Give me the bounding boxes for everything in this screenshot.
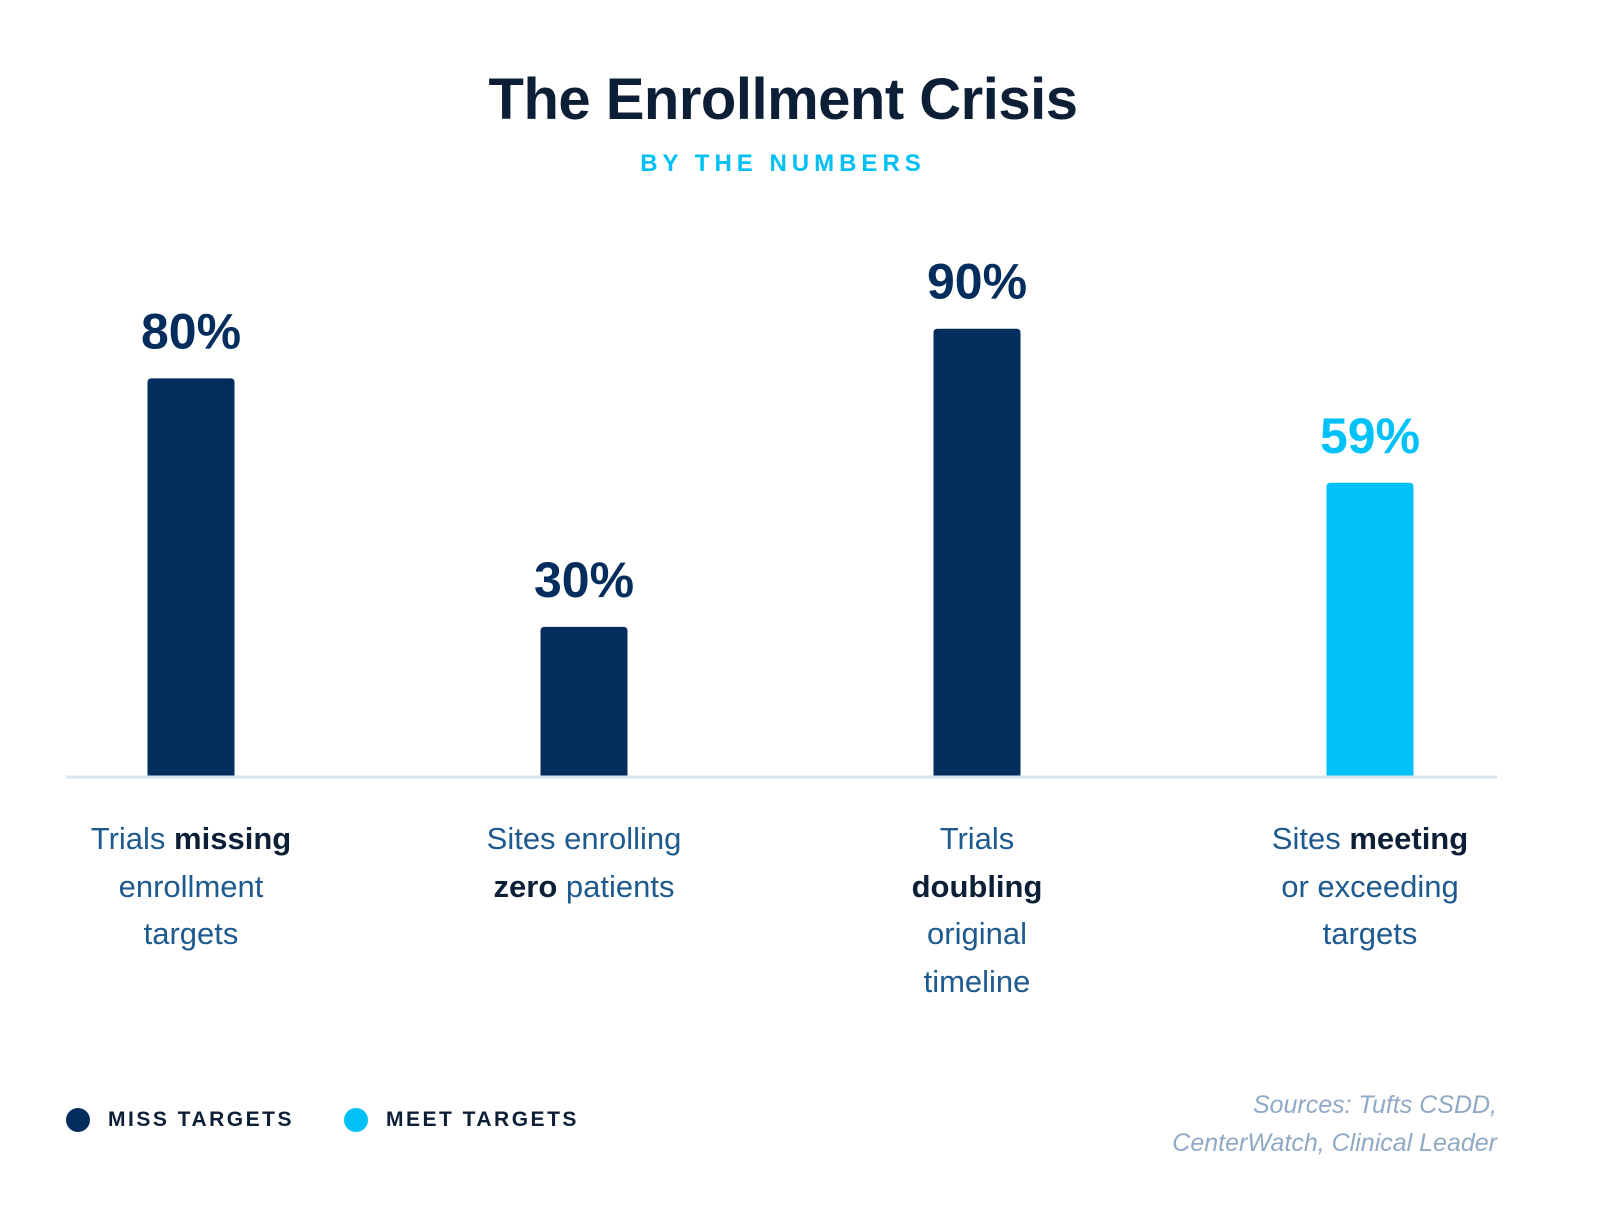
category-text: patients: [557, 868, 675, 904]
chart-subtitle: BY THE NUMBERS: [640, 150, 926, 177]
value-label-3: 90%: [927, 254, 1027, 310]
category-text: targets: [143, 916, 239, 951]
value-label-4: 59%: [1320, 408, 1420, 464]
category-emphasis: missing: [174, 821, 292, 856]
legend-label-meet: MEET TARGETS: [385, 1108, 579, 1131]
legend-dot-meet: [343, 1108, 368, 1132]
category-label-line: original: [807, 910, 1147, 958]
category-label-line: targets: [1200, 910, 1540, 958]
category-label-line: Trials missing: [21, 815, 361, 863]
legend-label-miss: MISS TARGETS: [108, 1108, 294, 1131]
category-label-line: enrollment: [21, 863, 361, 911]
category-text: Trials: [939, 821, 1015, 856]
category-text: Sites enrolling: [486, 821, 682, 856]
category-emphasis: meeting: [1349, 821, 1469, 856]
category-text: original: [927, 916, 1027, 951]
category-label-line: targets: [21, 910, 361, 958]
bar-3: [933, 328, 1021, 776]
category-text: Sites: [1271, 821, 1350, 856]
bar-4: [1326, 482, 1414, 776]
legend-item-meet: MEET TARGETS: [343, 1108, 579, 1132]
category-label-line: Sites enrolling: [414, 815, 754, 863]
category-text: timeline: [923, 963, 1031, 999]
category-label-4: Sites meeting or exceeding targets: [1200, 815, 1540, 958]
value-label-2: 30%: [534, 552, 634, 608]
category-text: targets: [1322, 916, 1418, 951]
category-label-1: Trials missing enrollment targets: [21, 815, 361, 958]
category-text: Trials: [90, 821, 175, 856]
legend: MISS TARGETS MEET TARGETS: [66, 1108, 629, 1132]
legend-dot-miss: [66, 1108, 90, 1132]
category-label-line: or exceeding: [1200, 863, 1540, 911]
category-label-line: doubling: [807, 863, 1147, 911]
category-label-line: Trials: [807, 815, 1147, 863]
category-emphasis: doubling: [911, 868, 1043, 904]
category-emphasis: zero: [493, 868, 558, 904]
value-label-1: 80%: [141, 303, 241, 359]
legend-item-miss: MISS TARGETS: [66, 1108, 294, 1132]
category-text: or exceeding: [1281, 868, 1459, 904]
bar-1: [147, 378, 235, 776]
sources-line-2: CenterWatch, Clinical Leader: [1172, 1129, 1497, 1157]
category-label-line: zero patients: [414, 863, 754, 911]
category-label-line: Sites meeting: [1200, 815, 1540, 863]
category-label-2: Sites enrolling zero patients: [414, 815, 754, 910]
category-label-3: Trials doubling original timeline: [807, 815, 1147, 1005]
bar-2: [540, 626, 628, 776]
chart-title: The Enrollment Crisis: [488, 67, 1078, 132]
sources-note: Sources: Tufts CSDD, CenterWatch, Clinic…: [1172, 1086, 1497, 1162]
sources-line-1: Sources: Tufts CSDD,: [1252, 1091, 1497, 1119]
category-text: enrollment: [118, 868, 264, 904]
category-label-line: timeline: [807, 958, 1147, 1006]
